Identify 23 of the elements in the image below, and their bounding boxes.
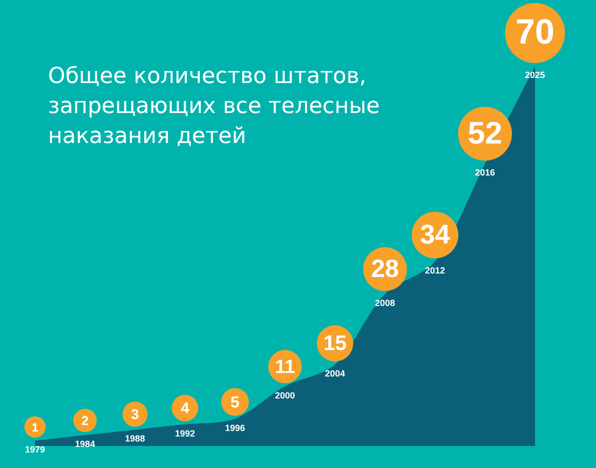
data-label: 28 — [371, 254, 399, 283]
data-label: 70 — [516, 12, 554, 52]
data-label: 34 — [420, 220, 450, 250]
x-tick-label: 2012 — [424, 265, 446, 276]
x-tick-label: 1979 — [24, 444, 46, 455]
x-tick-label: 1988 — [124, 434, 146, 444]
x-tick-label: 1992 — [174, 428, 196, 438]
x-tick-label: 2000 — [274, 390, 296, 400]
data-label: 2 — [81, 413, 89, 428]
data-label: 15 — [323, 332, 347, 356]
data-label: 4 — [180, 400, 190, 418]
data-label: 52 — [468, 115, 502, 150]
data-label: 3 — [131, 406, 140, 422]
text: Общее количество штатов, запрещающих все телесные наказания детей — [48, 63, 381, 151]
data-label: 5 — [230, 394, 240, 412]
x-tick-label: 2008 — [374, 298, 396, 308]
data-label: 1 — [32, 420, 39, 434]
x-tick-label: 2004 — [324, 368, 346, 379]
x-tick-label: 1996 — [224, 422, 246, 433]
x-tick-label: 2016 — [474, 168, 496, 178]
data-label: 11 — [274, 356, 296, 378]
x-tick-label: 1984 — [74, 439, 96, 450]
x-tick-label: 2025 — [524, 70, 546, 80]
